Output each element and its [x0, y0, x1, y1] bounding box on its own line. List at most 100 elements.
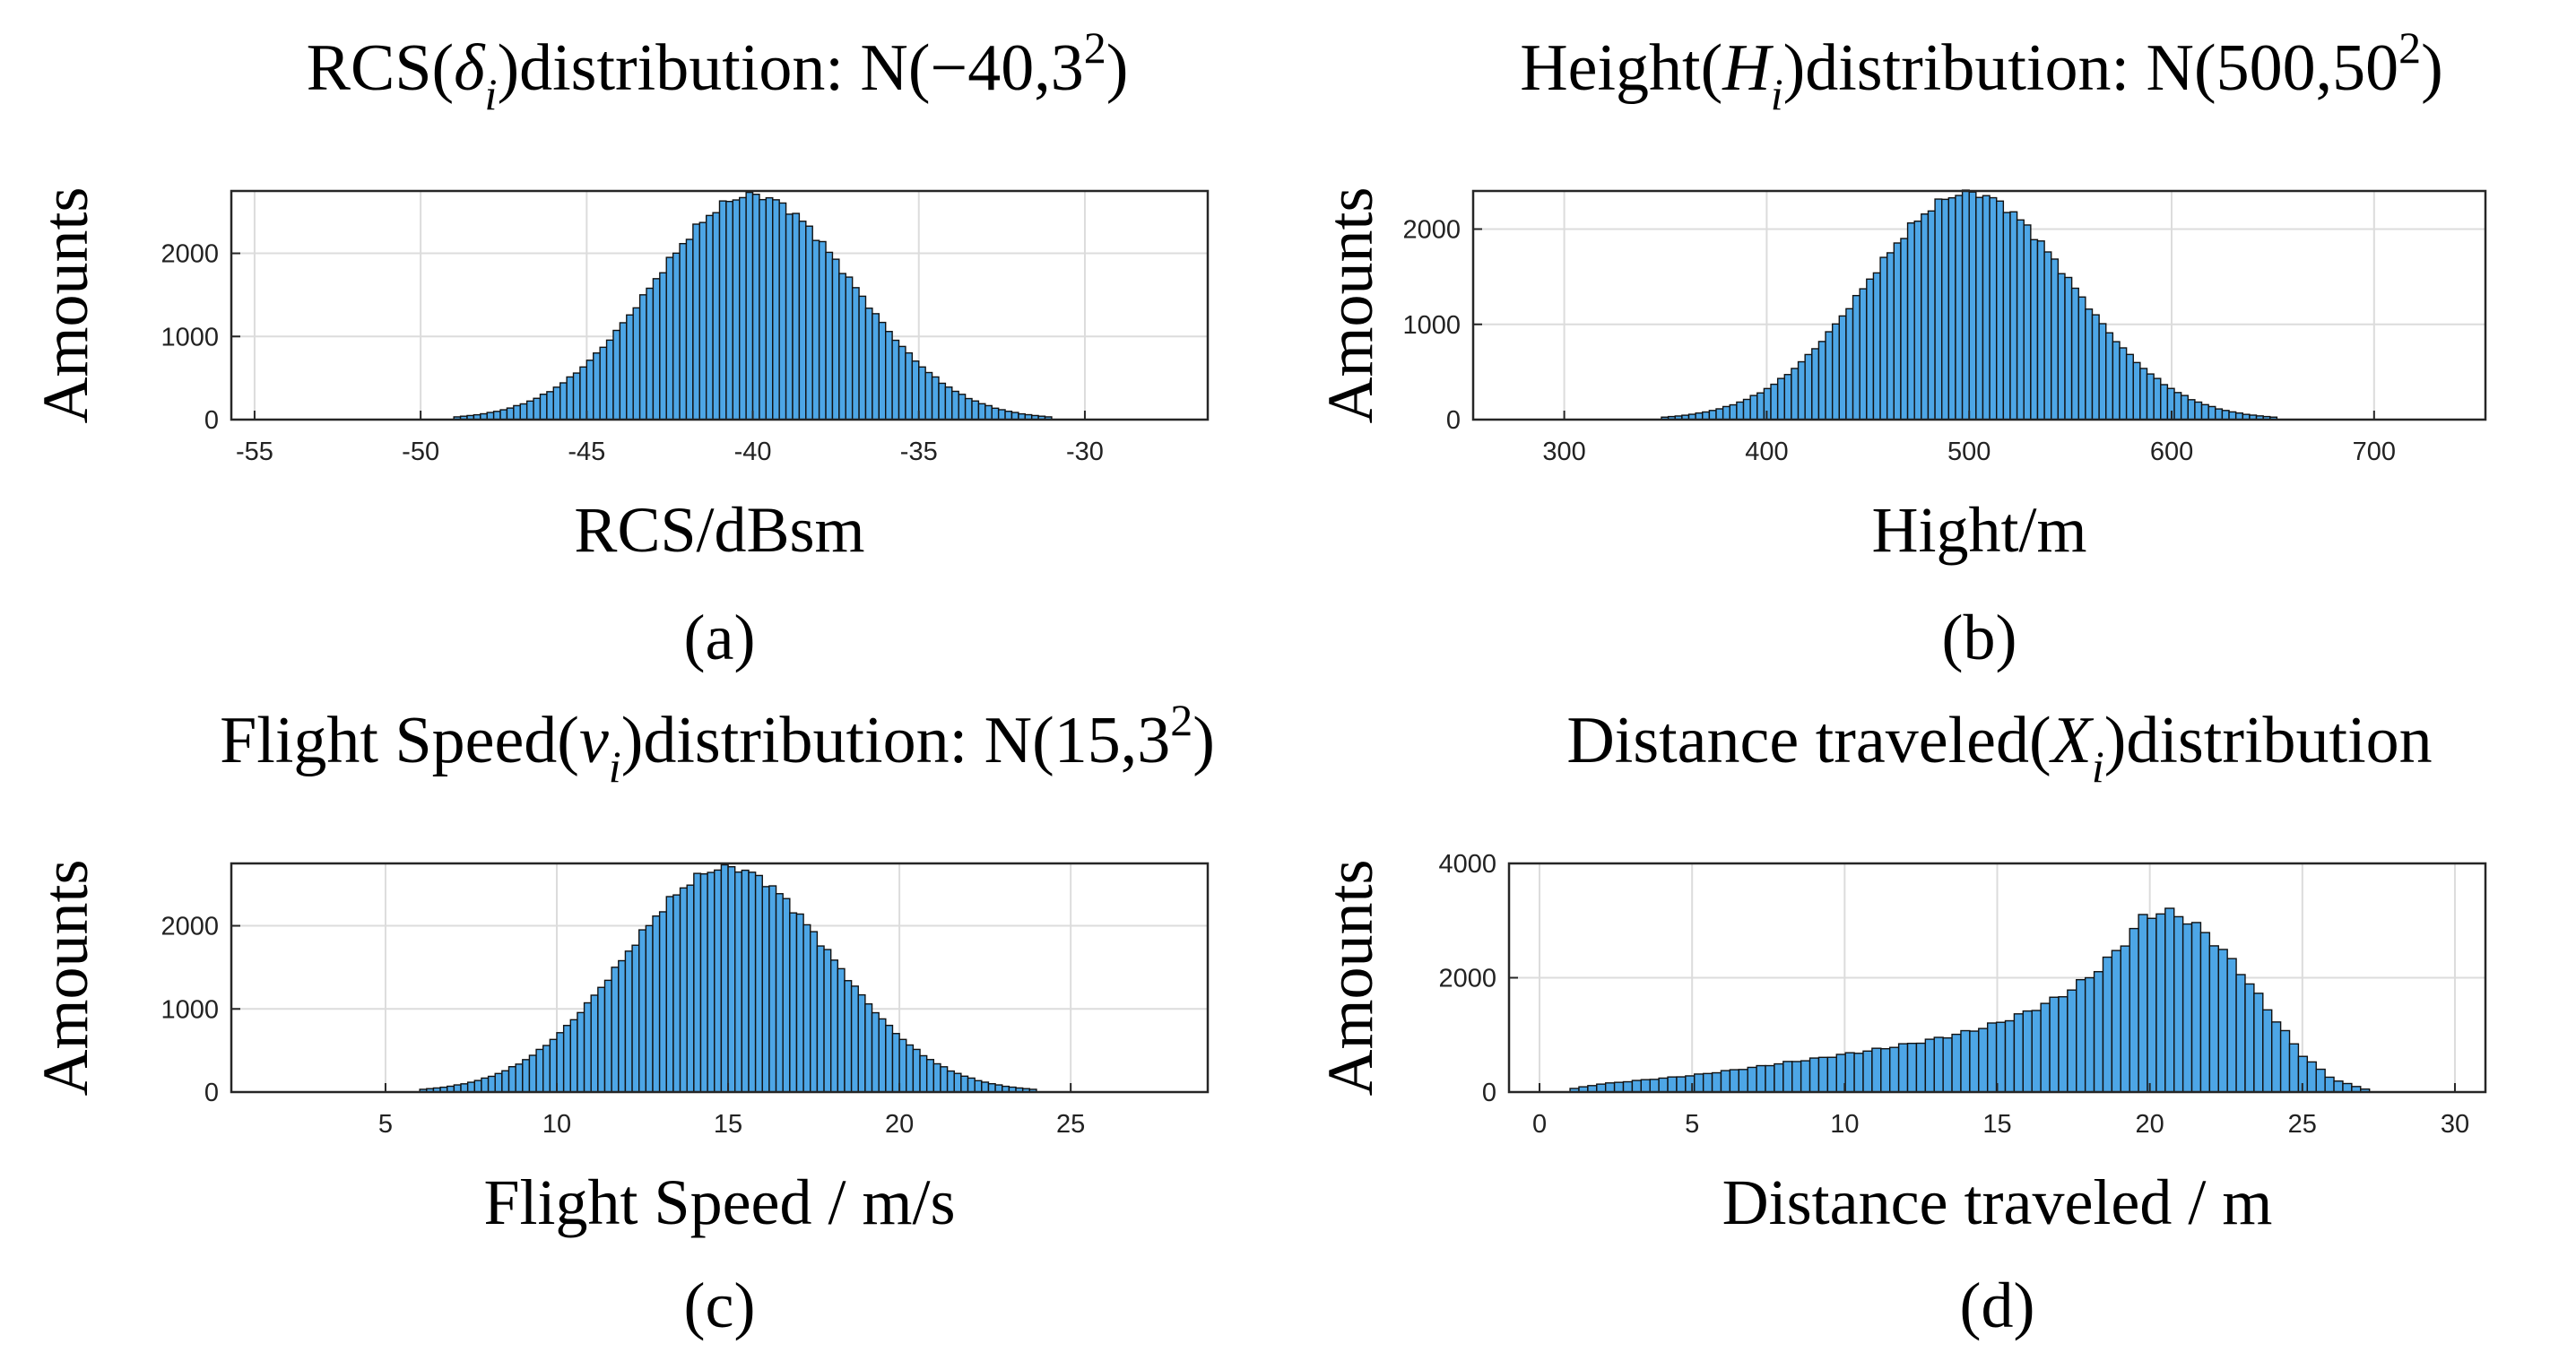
histogram-bar	[2187, 399, 2196, 421]
title-subscript: i	[2092, 741, 2104, 792]
histogram-bar	[2271, 1021, 2282, 1093]
histogram-bar	[2215, 408, 2224, 421]
histogram-bar	[698, 221, 707, 421]
x-tick-label: -45	[568, 438, 605, 466]
histogram-bar	[1951, 1033, 1962, 1093]
histogram-bar	[2002, 212, 2011, 421]
histogram-bar	[1941, 198, 1950, 421]
histogram-bar	[597, 986, 606, 1093]
x-tick-label: 300	[1542, 438, 1585, 466]
histogram-bar	[2244, 983, 2255, 1093]
x-tick-label: -35	[900, 438, 938, 466]
histogram-bar	[1961, 189, 1970, 421]
histogram-bar	[768, 885, 777, 1093]
y-tick-label: 1000	[160, 323, 219, 351]
histogram-bar	[2324, 1076, 2335, 1093]
histogram-bar	[1866, 278, 1875, 421]
histogram-bar	[2217, 949, 2228, 1093]
histogram-bar	[2181, 923, 2193, 1093]
histogram-bar	[533, 397, 542, 421]
histogram-bar	[1996, 200, 2005, 421]
histogram-bar	[1872, 272, 1881, 421]
chart-panel-1: -55 -50 -45 -40 -35 -30 0 1000 2000 RCS(δi)distri…	[30, 22, 1210, 673]
histogram-bar	[851, 287, 860, 421]
histogram-bar	[2112, 341, 2121, 421]
histogram-bar	[2013, 1013, 2025, 1093]
histogram-bar	[2098, 323, 2107, 421]
histogram-bar	[2111, 949, 2121, 1093]
histogram-bar	[924, 371, 933, 421]
histogram-bar	[1800, 1060, 1811, 1093]
histogram-bar	[2105, 332, 2114, 421]
chart-panel-2: 300 400 500 600 700 0 1000 2000 Height(Hi)distri…	[1314, 22, 2487, 673]
histogram-bar	[725, 200, 734, 421]
histogram-bar	[1791, 1061, 1802, 1093]
histogram-bar	[1817, 1056, 1829, 1093]
histogram-bar	[535, 1048, 544, 1093]
histogram-bar	[918, 366, 926, 421]
histogram-bar	[2057, 273, 2066, 421]
histogram-bar	[1729, 1069, 1739, 1093]
histogram-bar	[857, 993, 866, 1093]
histogram-bar	[1955, 195, 1964, 421]
histogram-bar	[638, 929, 647, 1093]
histogram-bar	[1969, 1030, 1980, 1093]
histogram-bar	[885, 1024, 894, 1093]
histogram-bar	[2119, 347, 2128, 421]
histogram-bar	[2022, 1010, 2033, 1093]
x-tick-label: 5	[1685, 1110, 1699, 1139]
histogram-bar	[1596, 1083, 1607, 1093]
x-tick-label: 25	[1056, 1110, 1085, 1139]
histogram-bar	[748, 871, 757, 1093]
y-tick-label: 2000	[1402, 216, 1461, 245]
histogram-bar	[2093, 971, 2104, 1093]
y-axis-label: Amounts	[1314, 859, 1386, 1096]
histogram-bar	[844, 980, 853, 1093]
y-axis-label: Amounts	[30, 186, 101, 423]
x-tick-label: 20	[2136, 1110, 2164, 1139]
histogram-bar	[891, 339, 900, 421]
histogram-bar	[878, 1018, 887, 1093]
histogram-bar	[1982, 195, 1991, 421]
x-tick-label: -30	[1066, 438, 1104, 466]
histogram-bar	[1791, 368, 1800, 421]
histogram-bar	[739, 196, 747, 421]
histogram-bar	[577, 1011, 585, 1093]
histogram-bar	[513, 404, 521, 421]
x-axis-label: RCS/dBsm	[574, 494, 864, 566]
histogram-bar	[1886, 252, 1895, 421]
histogram-bar	[2228, 411, 2237, 421]
title-suffix: )distribution: N(−40,3	[497, 31, 1083, 105]
histogram-bar	[2129, 927, 2139, 1093]
x-tick-label: 15	[714, 1110, 742, 1139]
histogram-bar	[646, 287, 655, 421]
histogram-bar	[624, 950, 633, 1093]
histogram-bar	[1913, 220, 1922, 421]
y-tick-label: 2000	[1438, 965, 1496, 993]
histogram-bar	[1756, 392, 1765, 421]
title-superscript: 2	[1084, 22, 1106, 73]
chart-title: Distance traveled(Xi)distribution	[1566, 704, 2432, 792]
axes-frame	[1471, 189, 2487, 421]
histogram-bar	[1947, 196, 1956, 421]
histogram-bar	[878, 321, 887, 421]
histogram-bar	[1826, 1056, 1837, 1093]
histogram-bar	[1927, 210, 1936, 421]
histogram-bar	[967, 1077, 976, 1093]
histogram-bar	[2030, 238, 2039, 421]
histogram-bar	[1838, 315, 1847, 421]
histogram-bar	[2004, 1019, 2016, 1093]
title-subscript: i	[1771, 69, 1783, 119]
histogram-bar	[984, 404, 993, 421]
histogram-bar	[1742, 398, 1751, 421]
y-tick-label: 0	[204, 406, 219, 435]
title-suffix: )distribution: N(500,50	[1783, 31, 2399, 105]
x-axis-label: Distance traveled / m	[1722, 1166, 2273, 1238]
histogram-bar	[946, 1070, 955, 1093]
histogram-bar	[494, 1072, 503, 1093]
histogram-bar	[2009, 211, 2018, 421]
histogram-bar	[2064, 276, 2073, 421]
histogram-bar	[2199, 932, 2211, 1093]
histogram-bar	[2084, 976, 2095, 1093]
histogram-bar	[507, 1066, 516, 1093]
